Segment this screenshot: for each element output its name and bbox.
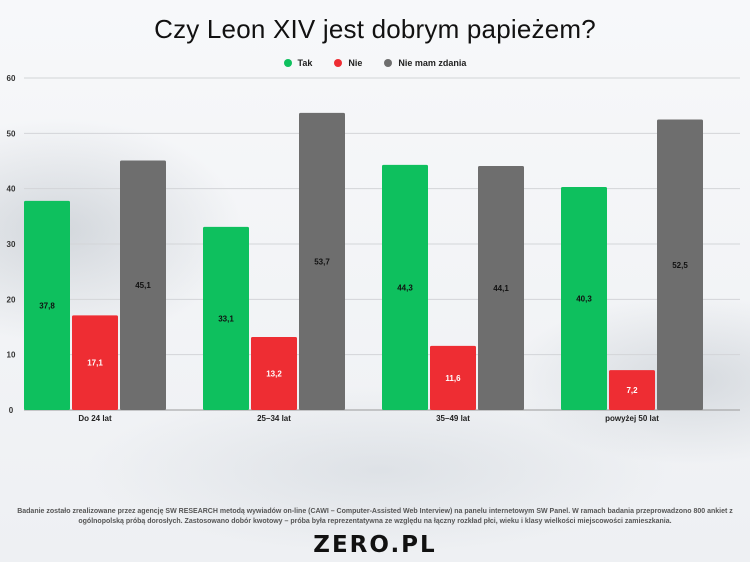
- data-label: 52,5: [672, 261, 688, 270]
- bar: [299, 112, 345, 411]
- legend-label-nie: Nie: [348, 58, 363, 68]
- bar: [24, 200, 70, 410]
- data-label: 33,1: [218, 314, 234, 323]
- methodology-note: Badanie zostało zrealizowane przez agenc…: [17, 508, 733, 525]
- y-tick-label: 50: [7, 129, 16, 138]
- x-tick-label: powyżej 50 lat: [605, 414, 659, 423]
- bar: [561, 187, 607, 410]
- bar: [72, 315, 118, 410]
- y-tick-label: 40: [7, 185, 16, 194]
- legend: Tak Nie Nie mam zdania: [0, 58, 750, 68]
- bar: [609, 370, 655, 410]
- bar: [478, 165, 524, 410]
- legend-marker-nie-mam-zdania: [384, 59, 393, 67]
- legend-item-nie: Nie: [334, 58, 362, 68]
- legend-item-nie-mam-zdania: Nie mam zdania: [384, 58, 466, 68]
- y-tick-label: 30: [7, 240, 16, 249]
- legend-marker-nie: [334, 59, 343, 67]
- bar: [203, 226, 249, 410]
- y-tick-label: 10: [7, 351, 16, 360]
- legend-label-tak: Tak: [297, 58, 313, 68]
- x-tick-label: 25–34 lat: [257, 414, 291, 423]
- data-label: 44,1: [493, 284, 509, 293]
- data-label: 53,7: [314, 257, 330, 266]
- bar: [120, 160, 166, 410]
- y-tick-label: 20: [7, 295, 16, 304]
- data-label: 44,3: [397, 283, 413, 292]
- legend-marker-tak: [283, 59, 292, 67]
- chart-title: Czy Leon XIV jest dobrym papieżem?: [154, 14, 596, 44]
- data-label: 17,1: [87, 359, 103, 368]
- data-label: 37,8: [39, 301, 55, 310]
- bar: [657, 119, 703, 410]
- data-label: 13,2: [266, 369, 282, 378]
- y-tick-label: 60: [7, 74, 16, 83]
- y-tick-label: 0: [9, 406, 14, 415]
- x-tick-label: Do 24 lat: [78, 414, 112, 423]
- legend-item-tak: Tak: [283, 58, 313, 68]
- data-label: 7,2: [626, 386, 638, 395]
- x-tick-label: 35–49 lat: [436, 414, 470, 423]
- legend-label-nie-mam-zdania: Nie mam zdania: [398, 58, 467, 68]
- data-label: 40,3: [576, 295, 592, 304]
- bar: [382, 164, 428, 410]
- zero-pl-logo: ZERO.PL: [313, 532, 437, 558]
- bar-chart: 0 10 20 30 40 50 60 37,8 17,1 45,1 Do 24 lat 33,1 13…: [7, 74, 740, 423]
- bar: [251, 336, 297, 410]
- data-label: 45,1: [135, 281, 151, 290]
- bar: [430, 345, 476, 410]
- data-label: 11,6: [445, 374, 461, 383]
